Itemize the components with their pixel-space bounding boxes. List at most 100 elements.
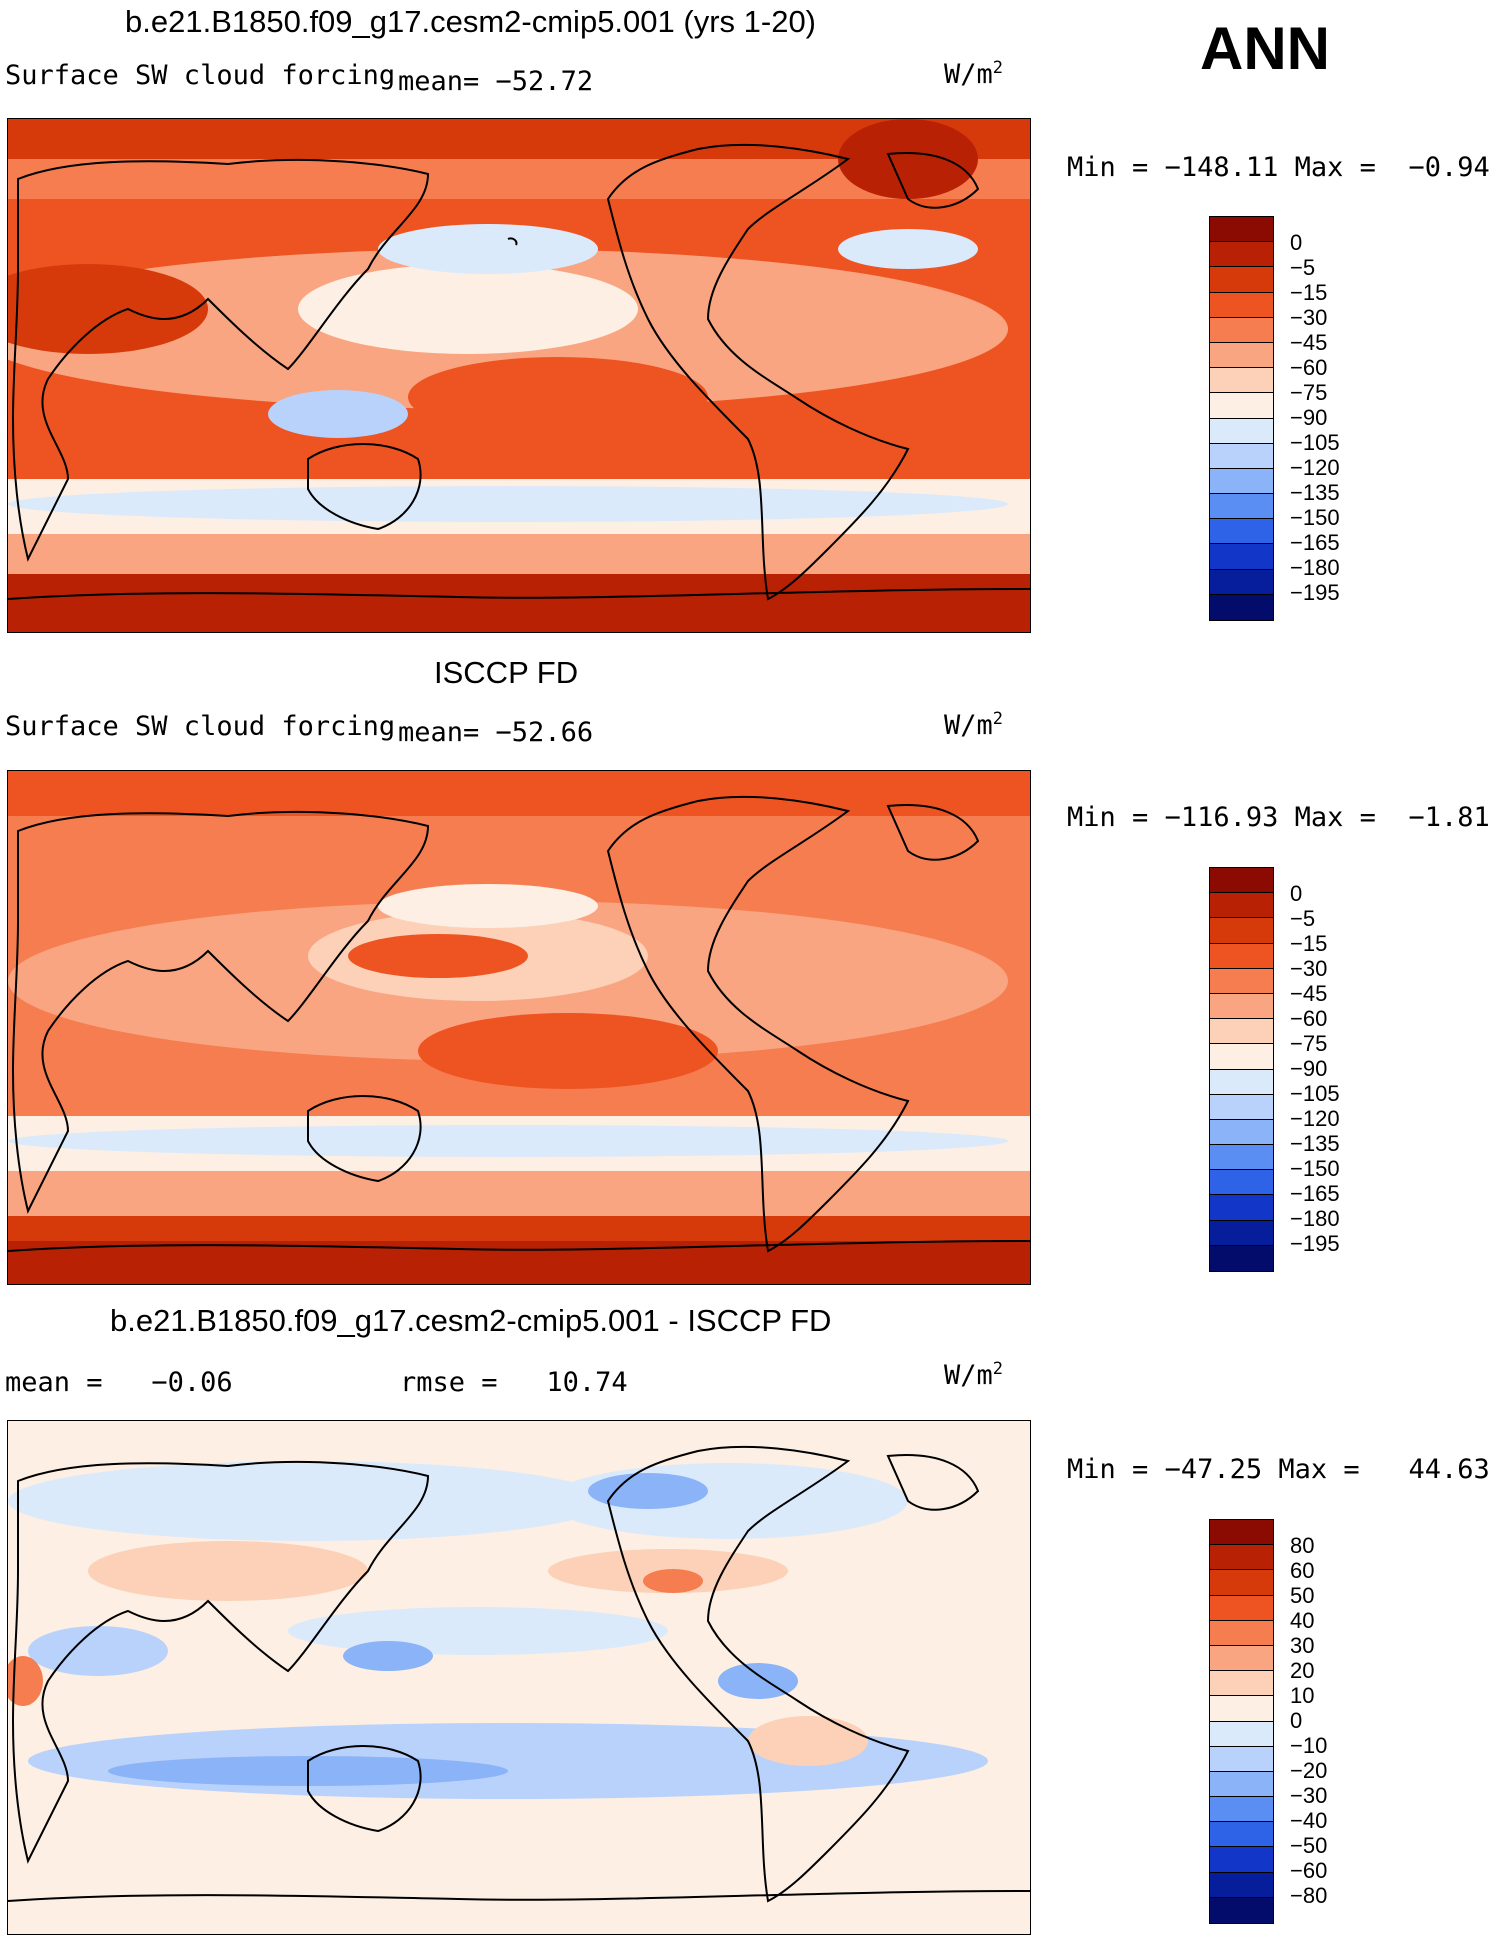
panel1-colorbar-swatch — [1210, 594, 1273, 620]
panel1-field-natlantic-blue — [838, 229, 978, 269]
panel1-min-label: Min — [1067, 152, 1116, 183]
panel1-field-sahara — [8, 264, 208, 354]
panel3-tick-label: 50 — [1290, 1583, 1315, 1608]
panel2-tick-label: −195 — [1290, 1231, 1340, 1256]
panel3-field-westafrica-warm — [8, 1656, 43, 1706]
panel2-mean-value: −52.66 — [495, 717, 594, 748]
panel3-field-pacific-blue — [288, 1607, 668, 1655]
panel2-tick-label: −5 — [1290, 906, 1316, 931]
panel2-field-eq-pacific — [418, 1013, 718, 1089]
panel1-units-exp: 2 — [992, 58, 1004, 78]
panel1-colorbar-swatch — [1210, 468, 1273, 495]
panel2-tick-label: −90 — [1290, 1056, 1328, 1081]
panel3-units-base: W/m — [944, 1360, 993, 1391]
panel1-colorbar-swatch — [1210, 242, 1273, 268]
panel2-colorbar-swatch — [1210, 1069, 1273, 1095]
panel2-units-exp: 2 — [992, 709, 1004, 729]
panel2-colorbar-swatch — [1210, 968, 1273, 994]
panel3-minmax: Min = −47.25 Max = 44.63 — [1067, 1454, 1490, 1485]
panel3-tick-label: −10 — [1290, 1733, 1328, 1758]
panel1-map-svg — [8, 119, 1030, 632]
panel3-colorbar-swatch — [1210, 1771, 1273, 1798]
panel3-mean: mean = −0.06 — [5, 1367, 233, 1398]
panel1-field-maritime — [268, 390, 408, 438]
panel1-mean-label: mean= — [398, 66, 480, 97]
panel1-colorbar-swatch — [1210, 342, 1273, 369]
panel1-max-label: Max — [1294, 152, 1344, 183]
panel2-map — [7, 770, 1031, 1285]
panel2-tick-label: −75 — [1290, 1031, 1328, 1056]
panel2-coastlines — [8, 795, 1030, 1253]
panel3-tick-label: −80 — [1290, 1883, 1328, 1908]
panel1-units-base: W/m — [944, 59, 993, 90]
panel3-colorbar-swatch — [1210, 1620, 1273, 1646]
panel2-tick-label: −120 — [1290, 1106, 1340, 1131]
panel2-field-npacific-pale — [378, 884, 598, 928]
panel2-colorbar-swatch — [1210, 1094, 1273, 1120]
panel2-tick-label: −30 — [1290, 956, 1328, 981]
panel1-colorbar-swatch — [1210, 494, 1273, 520]
panel2-tick-label: 0 — [1290, 881, 1303, 906]
panel3-tick-label: 80 — [1290, 1533, 1315, 1558]
panel1-minmax: Min = −148.11 Max = −0.94 — [1067, 152, 1490, 183]
panel1-colorbar-swatch — [1210, 317, 1273, 343]
panel3-tick-label: 60 — [1290, 1558, 1315, 1583]
panel1-mean-value: −52.72 — [495, 66, 594, 97]
panel1-colorbar-swatch — [1210, 519, 1273, 545]
panel2-tick-label: −45 — [1290, 981, 1328, 1006]
panel3-colorbar-swatch — [1210, 1721, 1273, 1747]
panel2-min-label: Min — [1067, 802, 1116, 833]
panel3-field-maritime-blue — [343, 1641, 433, 1671]
panel2-colorbar-swatch — [1210, 1019, 1273, 1045]
panel3-coastlines — [8, 1445, 1030, 1903]
panel1-field-southern-ocean-blue — [8, 486, 1008, 522]
panel2-title: ISCCP FD — [434, 655, 579, 690]
panel3-colorbar-swatch — [1210, 1671, 1273, 1697]
panel2-colorbar-swatch — [1210, 943, 1273, 969]
panel3-tick-label: −60 — [1290, 1858, 1328, 1883]
panel3-colorbar-swatch — [1210, 1545, 1273, 1571]
panel1-min-value: −148.11 — [1164, 152, 1279, 183]
panel3-tick-label: 30 — [1290, 1633, 1315, 1658]
panel2-colorbar-swatch — [1210, 1119, 1273, 1146]
panel1-tick-label: −45 — [1290, 330, 1328, 355]
panel3-tick-label: −40 — [1290, 1808, 1328, 1833]
panel2-colorbar-swatch — [1210, 1245, 1273, 1271]
panel1-tick-label: −30 — [1290, 305, 1328, 330]
panel2-colorbar-swatch — [1210, 993, 1273, 1020]
panel2-max-value: −1.81 — [1408, 802, 1490, 833]
panel3-field-asia-warm — [88, 1541, 368, 1601]
panel3-tick-label: −50 — [1290, 1833, 1328, 1858]
panel2-colorbar-swatch — [1210, 1044, 1273, 1070]
panel2-min-value: −116.93 — [1164, 802, 1279, 833]
panel2-mean: mean= −52.66 — [398, 717, 593, 748]
panel1-tick-label: 0 — [1290, 230, 1303, 255]
panel3-colorbar-swatch — [1210, 1847, 1273, 1873]
panel2-tick-label: −165 — [1290, 1181, 1340, 1206]
panel1-coastlines — [8, 143, 1030, 601]
panel1-colorbar-swatch — [1210, 217, 1273, 243]
panel3-colorbar-swatch — [1210, 1897, 1273, 1923]
panel3-field-pacific-spot — [643, 1569, 703, 1593]
panel3-field-antarctic — [8, 1821, 1030, 1934]
panel1-colorbar-swatch — [1210, 267, 1273, 293]
panel1-colorbar-swatch — [1210, 368, 1273, 394]
panel2-colorbar — [1209, 867, 1274, 1272]
panel3-colorbar — [1209, 1519, 1274, 1924]
panel1-colorbar-swatch — [1210, 292, 1273, 318]
panel2-mean-label: mean= — [398, 717, 480, 748]
panel1-field-southern-ocean-2 — [8, 534, 1030, 579]
panel3-rmse: rmse = 10.74 — [400, 1367, 628, 1398]
panel2-colorbar-swatch — [1210, 1170, 1273, 1196]
panel1-tick-label: −75 — [1290, 380, 1328, 405]
panel1-field-npacific-low — [298, 264, 638, 354]
panel1-tick-label: −180 — [1290, 555, 1340, 580]
panel2-units-base: W/m — [944, 710, 993, 741]
panel2-colorbar-swatch — [1210, 1220, 1273, 1246]
panel3-rmse-label: rmse = — [400, 1367, 498, 1398]
panel3-tick-label: 10 — [1290, 1683, 1315, 1708]
panel1-tick-label: −195 — [1290, 580, 1340, 605]
panel1-field-antarctic — [8, 574, 1030, 632]
panel2-tick-label: −105 — [1290, 1081, 1340, 1106]
panel3-field-north-blue — [8, 1461, 608, 1541]
